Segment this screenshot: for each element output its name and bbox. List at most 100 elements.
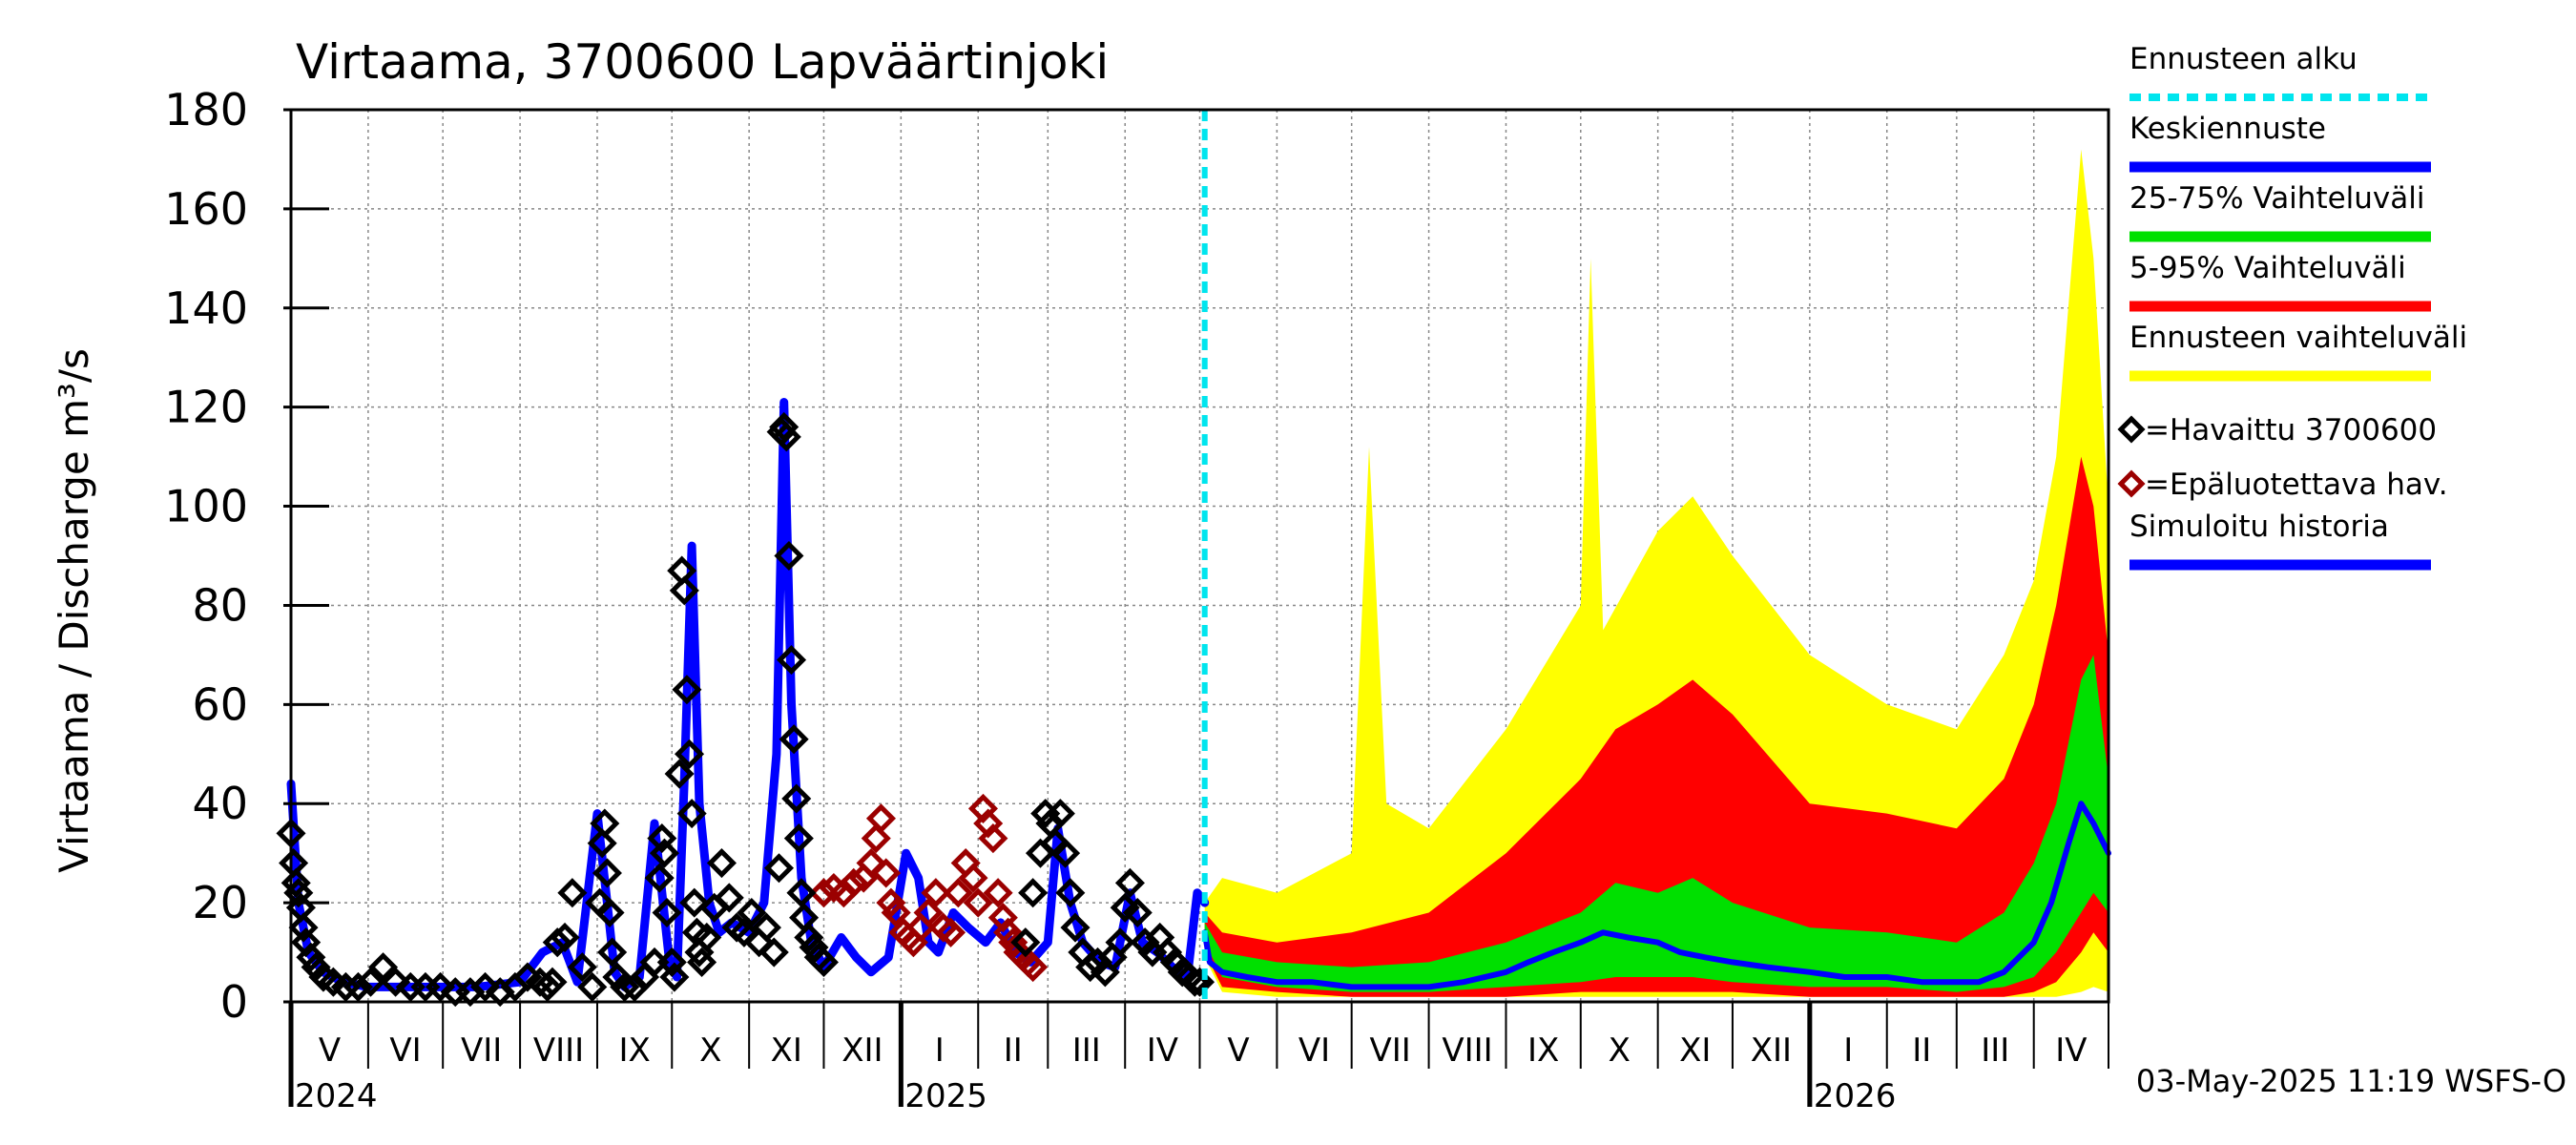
month-label: IX — [618, 1031, 650, 1070]
unreliable-observation-marker — [936, 917, 966, 947]
observed-marker — [737, 897, 767, 928]
observed-marker — [288, 912, 319, 943]
y-tick-label: 180 — [164, 84, 248, 135]
observed-marker — [751, 912, 781, 943]
legend-marker — [2117, 415, 2146, 444]
unreliable-observation-marker — [808, 878, 839, 908]
observed-marker — [706, 848, 737, 879]
y-axis-label: Virtaama / Discharge m³/s — [51, 348, 97, 873]
legend: Ennusteen alku Keskiennuste 25-75% Vaihtel… — [2117, 42, 2467, 571]
observed-marker — [577, 971, 608, 1002]
observed-marker — [774, 540, 804, 572]
unreliable-observation-marker — [913, 897, 944, 928]
observed-marker — [644, 863, 675, 893]
unreliable-observation-marker — [993, 917, 1024, 947]
legend-marker — [2117, 469, 2146, 498]
unreliable-observation-marker — [871, 858, 902, 888]
month-label: XI — [771, 1031, 802, 1070]
month-label: IX — [1527, 1031, 1559, 1070]
month-label: VI — [389, 1031, 421, 1070]
legend-label: Keskiennuste — [2129, 112, 2326, 146]
observed-marker — [692, 922, 722, 953]
year-label: 2025 — [904, 1077, 987, 1115]
axes — [283, 108, 2110, 1107]
observed-marker — [280, 867, 311, 898]
observed-marker — [1018, 878, 1049, 908]
observed-marker — [592, 858, 622, 888]
observed-marker — [687, 947, 717, 977]
observed-marker — [714, 883, 744, 913]
band-area — [1204, 149, 2109, 997]
observed-marker — [779, 724, 809, 755]
observed-marker — [550, 922, 580, 953]
legend-label: Ennusteen alku — [2129, 42, 2358, 76]
unreliable-observation-marker — [958, 863, 988, 893]
series-5-95-vaihteluvali — [1204, 456, 2109, 997]
month-label: VII — [1369, 1031, 1410, 1070]
y-tick-label: 140 — [164, 282, 248, 334]
observed-marker — [672, 675, 702, 705]
observed-marker — [758, 937, 789, 968]
observed-marker — [470, 971, 501, 1002]
legend-label: 25-75% Vaihteluväli — [2129, 181, 2425, 216]
series-line — [286, 398, 1210, 991]
observed-marker — [1055, 878, 1086, 908]
series-ennusteen-vaihteluvali — [1204, 149, 2109, 997]
month-label: V — [1227, 1031, 1249, 1070]
observed-marker — [676, 799, 707, 829]
observed-marker — [1060, 912, 1091, 943]
month-label: VIII — [533, 1031, 584, 1070]
month-label: I — [1843, 1031, 1853, 1070]
observed-marker — [590, 808, 620, 839]
observed-marker — [769, 411, 800, 442]
unreliable-observation-marker — [861, 823, 891, 854]
chart-title: Virtaama, 3700600 Lapväärtinjoki — [296, 34, 1109, 90]
observed-marker — [1114, 867, 1145, 898]
unreliable-observation-marker — [839, 867, 869, 898]
unreliable-observation-marker — [921, 878, 951, 908]
month-label: X — [699, 1031, 721, 1070]
y-tick-label: 40 — [192, 778, 248, 829]
month-label: II — [1004, 1031, 1023, 1070]
month-label: I — [935, 1031, 945, 1070]
month-label: II — [1912, 1031, 1931, 1070]
observed-marker — [679, 887, 710, 918]
observed-marker — [1075, 952, 1106, 983]
month-label: VI — [1298, 1031, 1330, 1070]
observed-marker — [763, 853, 795, 884]
observed-marker — [794, 922, 824, 953]
observed-marker — [567, 952, 597, 983]
month-label: IV — [1147, 1031, 1178, 1070]
y-tick-labels: 0 20 40 60 80 100 120 140 160 180 — [164, 84, 248, 1028]
observed-marker — [355, 967, 386, 997]
observed-marker — [781, 783, 812, 814]
series-lines — [286, 398, 2111, 991]
observed-marker — [808, 947, 839, 977]
observed-marker — [594, 897, 625, 928]
observed-marker — [1122, 897, 1153, 928]
legend-label: =Epäluotettava hav. — [2145, 468, 2448, 502]
legend-label: 5-95% Vaihteluväli — [2129, 251, 2406, 285]
observation-markers — [276, 411, 1215, 1008]
month-label: XI — [1679, 1031, 1711, 1070]
month-label: VIII — [1442, 1031, 1492, 1070]
observed-marker — [786, 878, 817, 908]
month-label: III — [1072, 1031, 1101, 1070]
unreliable-observation-marker — [876, 887, 906, 918]
unreliable-observation-marker — [943, 878, 973, 908]
observed-marker — [674, 739, 705, 769]
observed-marker — [647, 823, 677, 854]
legend-label: Simuloitu historia — [2129, 510, 2389, 544]
month-label: VII — [461, 1031, 502, 1070]
unreliable-observation-marker — [1018, 952, 1049, 983]
x-tick-labels: V VI VII VIII IX X XI XII I II III IV V VI VII VIII IX X X… — [295, 1031, 2088, 1115]
y-tick-label: 120 — [164, 382, 248, 433]
unreliable-observation-marker — [963, 887, 993, 918]
month-label: XII — [841, 1031, 883, 1070]
series-line — [1201, 801, 2111, 990]
month-label: IV — [2055, 1031, 2087, 1070]
y-tick-label: 100 — [164, 481, 248, 532]
observed-marker — [1045, 799, 1075, 829]
band-area — [1204, 456, 2109, 997]
